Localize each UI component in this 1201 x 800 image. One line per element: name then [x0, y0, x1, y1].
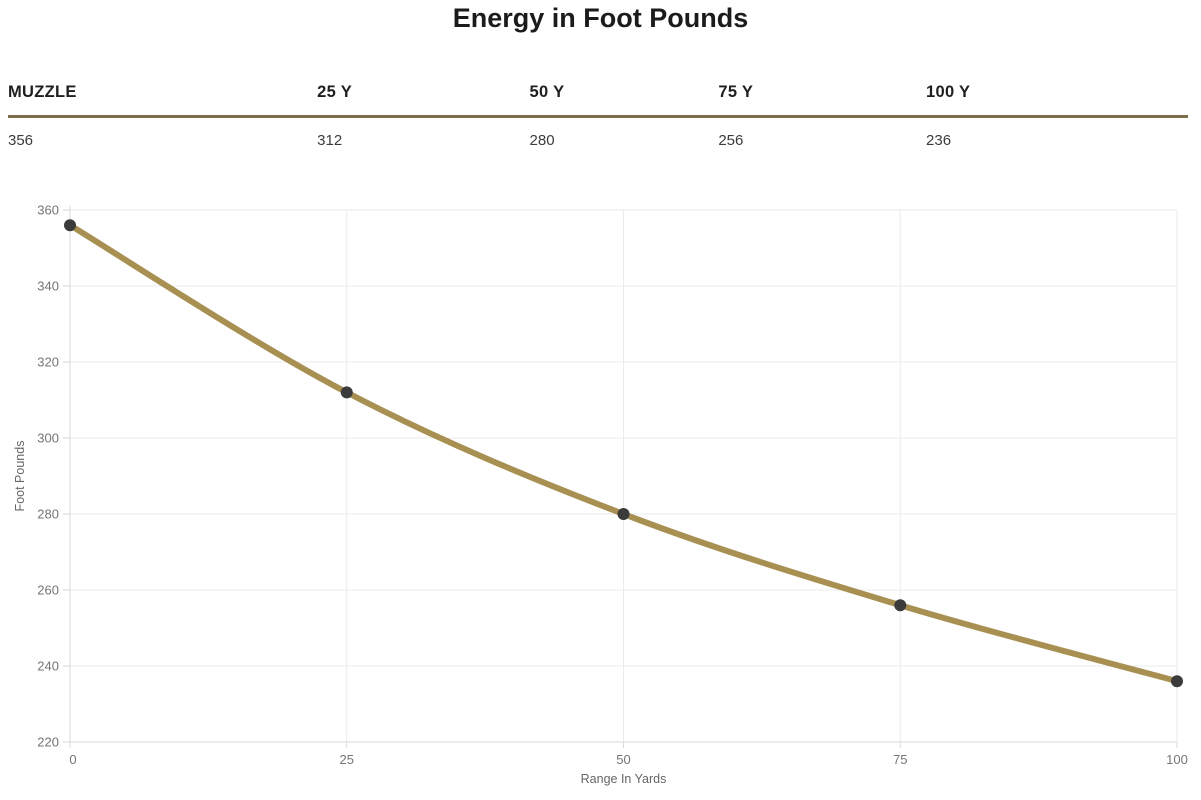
table-header-25y: 25 Y	[317, 83, 530, 118]
y-tick-label: 240	[37, 659, 59, 674]
x-tick-label: 75	[893, 752, 907, 767]
energy-chart-svg: 220 240 260 280 300 320 340 360 0 25 50 75 100 Range …	[13, 203, 1188, 787]
page-title: Energy in Foot Pounds	[452, 3, 749, 33]
data-points	[64, 219, 1183, 688]
x-tick-label: 0	[69, 752, 76, 767]
gridlines	[69, 209, 1178, 743]
data-point[interactable]	[894, 599, 907, 612]
y-tick-label: 280	[37, 507, 59, 522]
y-tick-label: 260	[37, 583, 59, 598]
x-tick-labels: 0 25 50 75 100	[69, 752, 1187, 767]
table-header-muzzle: MUZZLE	[8, 83, 318, 118]
data-point[interactable]	[617, 508, 630, 520]
x-tick-label: 100	[1166, 752, 1188, 767]
table-value-50y: 280	[529, 132, 555, 149]
y-axis-title: Foot Pounds	[13, 441, 27, 512]
y-tick-label: 220	[37, 735, 59, 750]
table-value-75y: 256	[718, 132, 744, 149]
y-tick-labels: 220 240 260 280 300 320 340 360	[37, 203, 59, 750]
data-point[interactable]	[64, 219, 76, 232]
energy-chart: 220 240 260 280 300 320 340 360 0 25 50 75 100 Range …	[0, 187, 1201, 799]
table-header-50y: 50 Y	[529, 83, 719, 118]
data-point[interactable]	[340, 386, 353, 399]
table-value-25y: 312	[317, 132, 343, 149]
table-value-100y: 236	[926, 132, 952, 149]
y-tick-label: 340	[37, 279, 59, 294]
x-axis-title: Range In Yards	[581, 772, 667, 786]
y-tick-label: 300	[37, 431, 59, 446]
table-header-100y: 100 Y	[926, 83, 1188, 118]
table-header-75y: 75 Y	[718, 83, 927, 118]
table-header-row: MUZZLE 25 Y 50 Y 75 Y 100 Y	[8, 83, 1188, 118]
x-tick-label: 50	[616, 752, 630, 767]
y-tick-label: 320	[37, 355, 59, 370]
axes	[63, 206, 1178, 748]
x-tick-label: 25	[340, 752, 354, 767]
y-tick-label: 360	[37, 203, 59, 218]
table-value-row: 356 312 280 256 236	[8, 117, 1188, 149]
ballistics-table: MUZZLE 25 Y 50 Y 75 Y 100 Y 356 312 280 …	[8, 83, 1188, 149]
table-value-muzzle: 356	[8, 132, 34, 149]
data-point[interactable]	[1171, 675, 1183, 688]
